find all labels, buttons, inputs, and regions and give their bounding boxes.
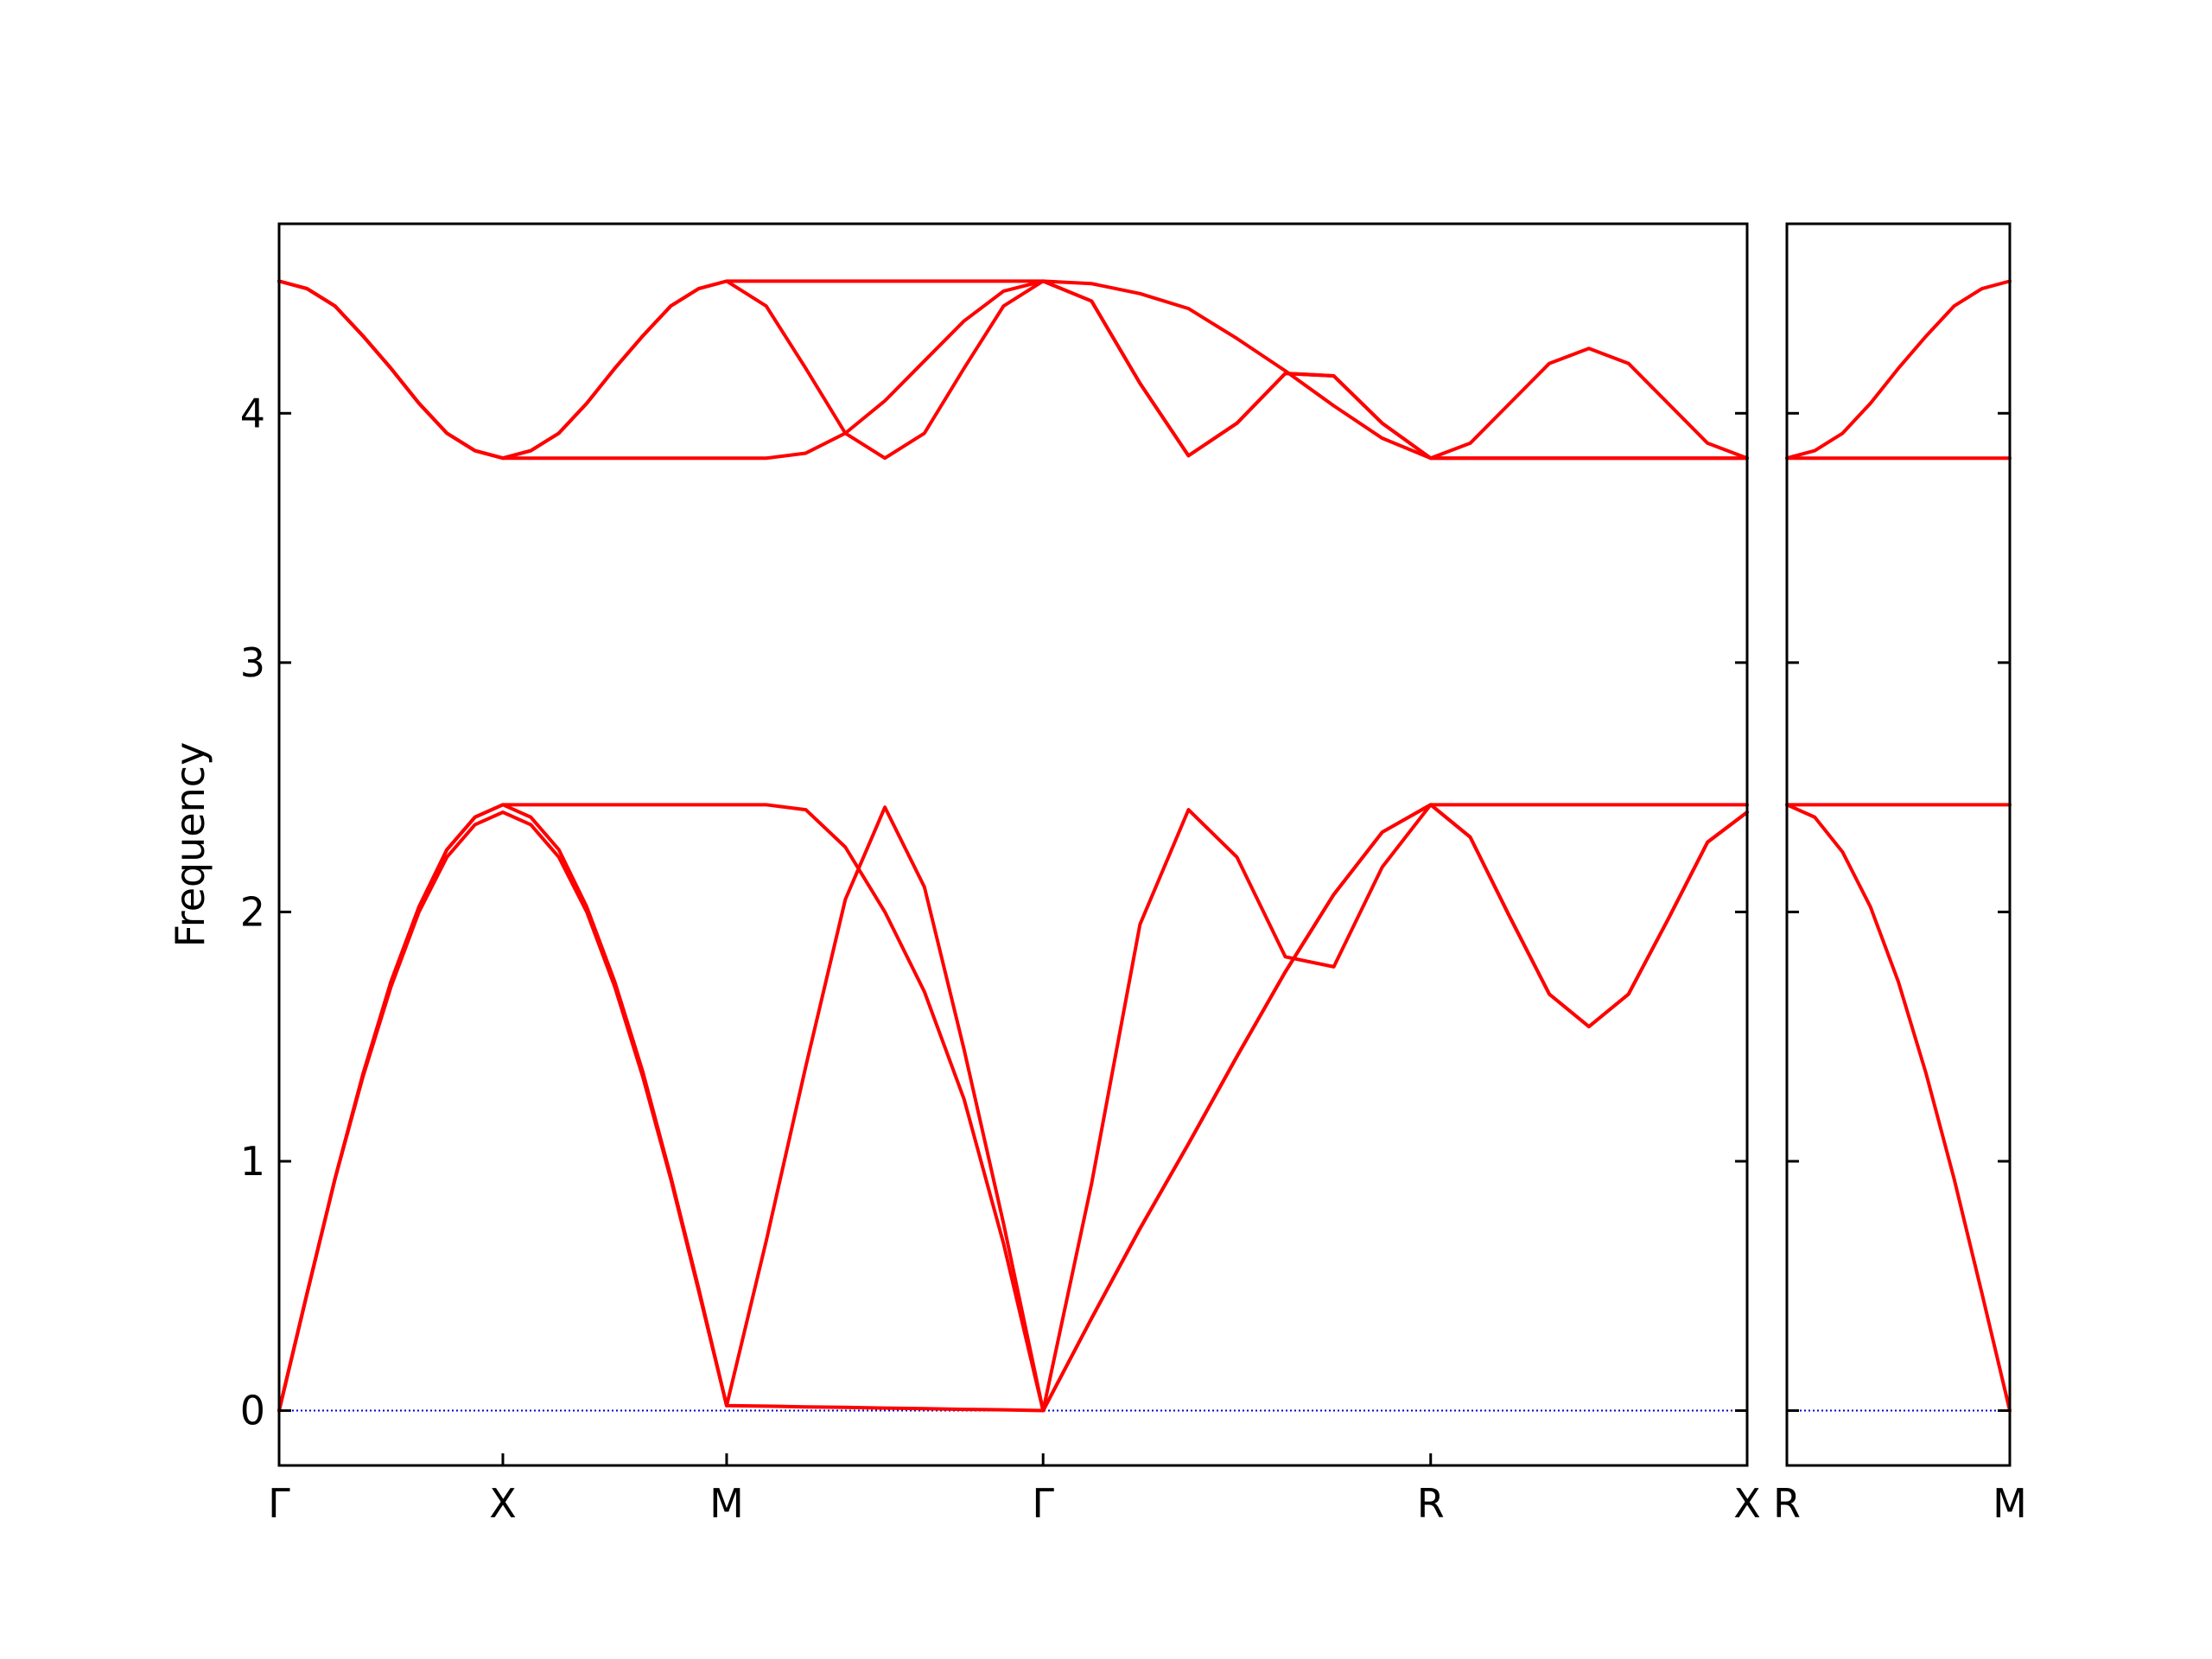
- y-tick-label: 4: [240, 390, 265, 436]
- band-line: [277, 803, 1749, 1413]
- y-tick-label: 3: [240, 639, 265, 686]
- x-tick-label: X: [489, 1480, 517, 1527]
- y-tick-label: 0: [240, 1388, 265, 1434]
- x-tick-label: Γ: [268, 1480, 290, 1527]
- x-tick-label: M: [709, 1480, 744, 1527]
- y-tick-label: 2: [240, 888, 265, 935]
- x-tick-label: M: [1993, 1480, 2027, 1527]
- axes-frame: [277, 222, 1749, 1467]
- band-line: [1785, 803, 2012, 1413]
- x-tick-label: R: [1417, 1480, 1445, 1527]
- band-line: [277, 279, 1749, 461]
- x-tick-label: R: [1773, 1480, 1801, 1527]
- x-tick-label: Γ: [1032, 1480, 1054, 1527]
- band-line: [1785, 279, 2012, 461]
- y-tick-label: 1: [240, 1138, 265, 1185]
- y-axis-label: Frequency: [167, 742, 213, 948]
- x-tick-label: X: [1733, 1480, 1761, 1527]
- axes-frame: [1785, 222, 2012, 1467]
